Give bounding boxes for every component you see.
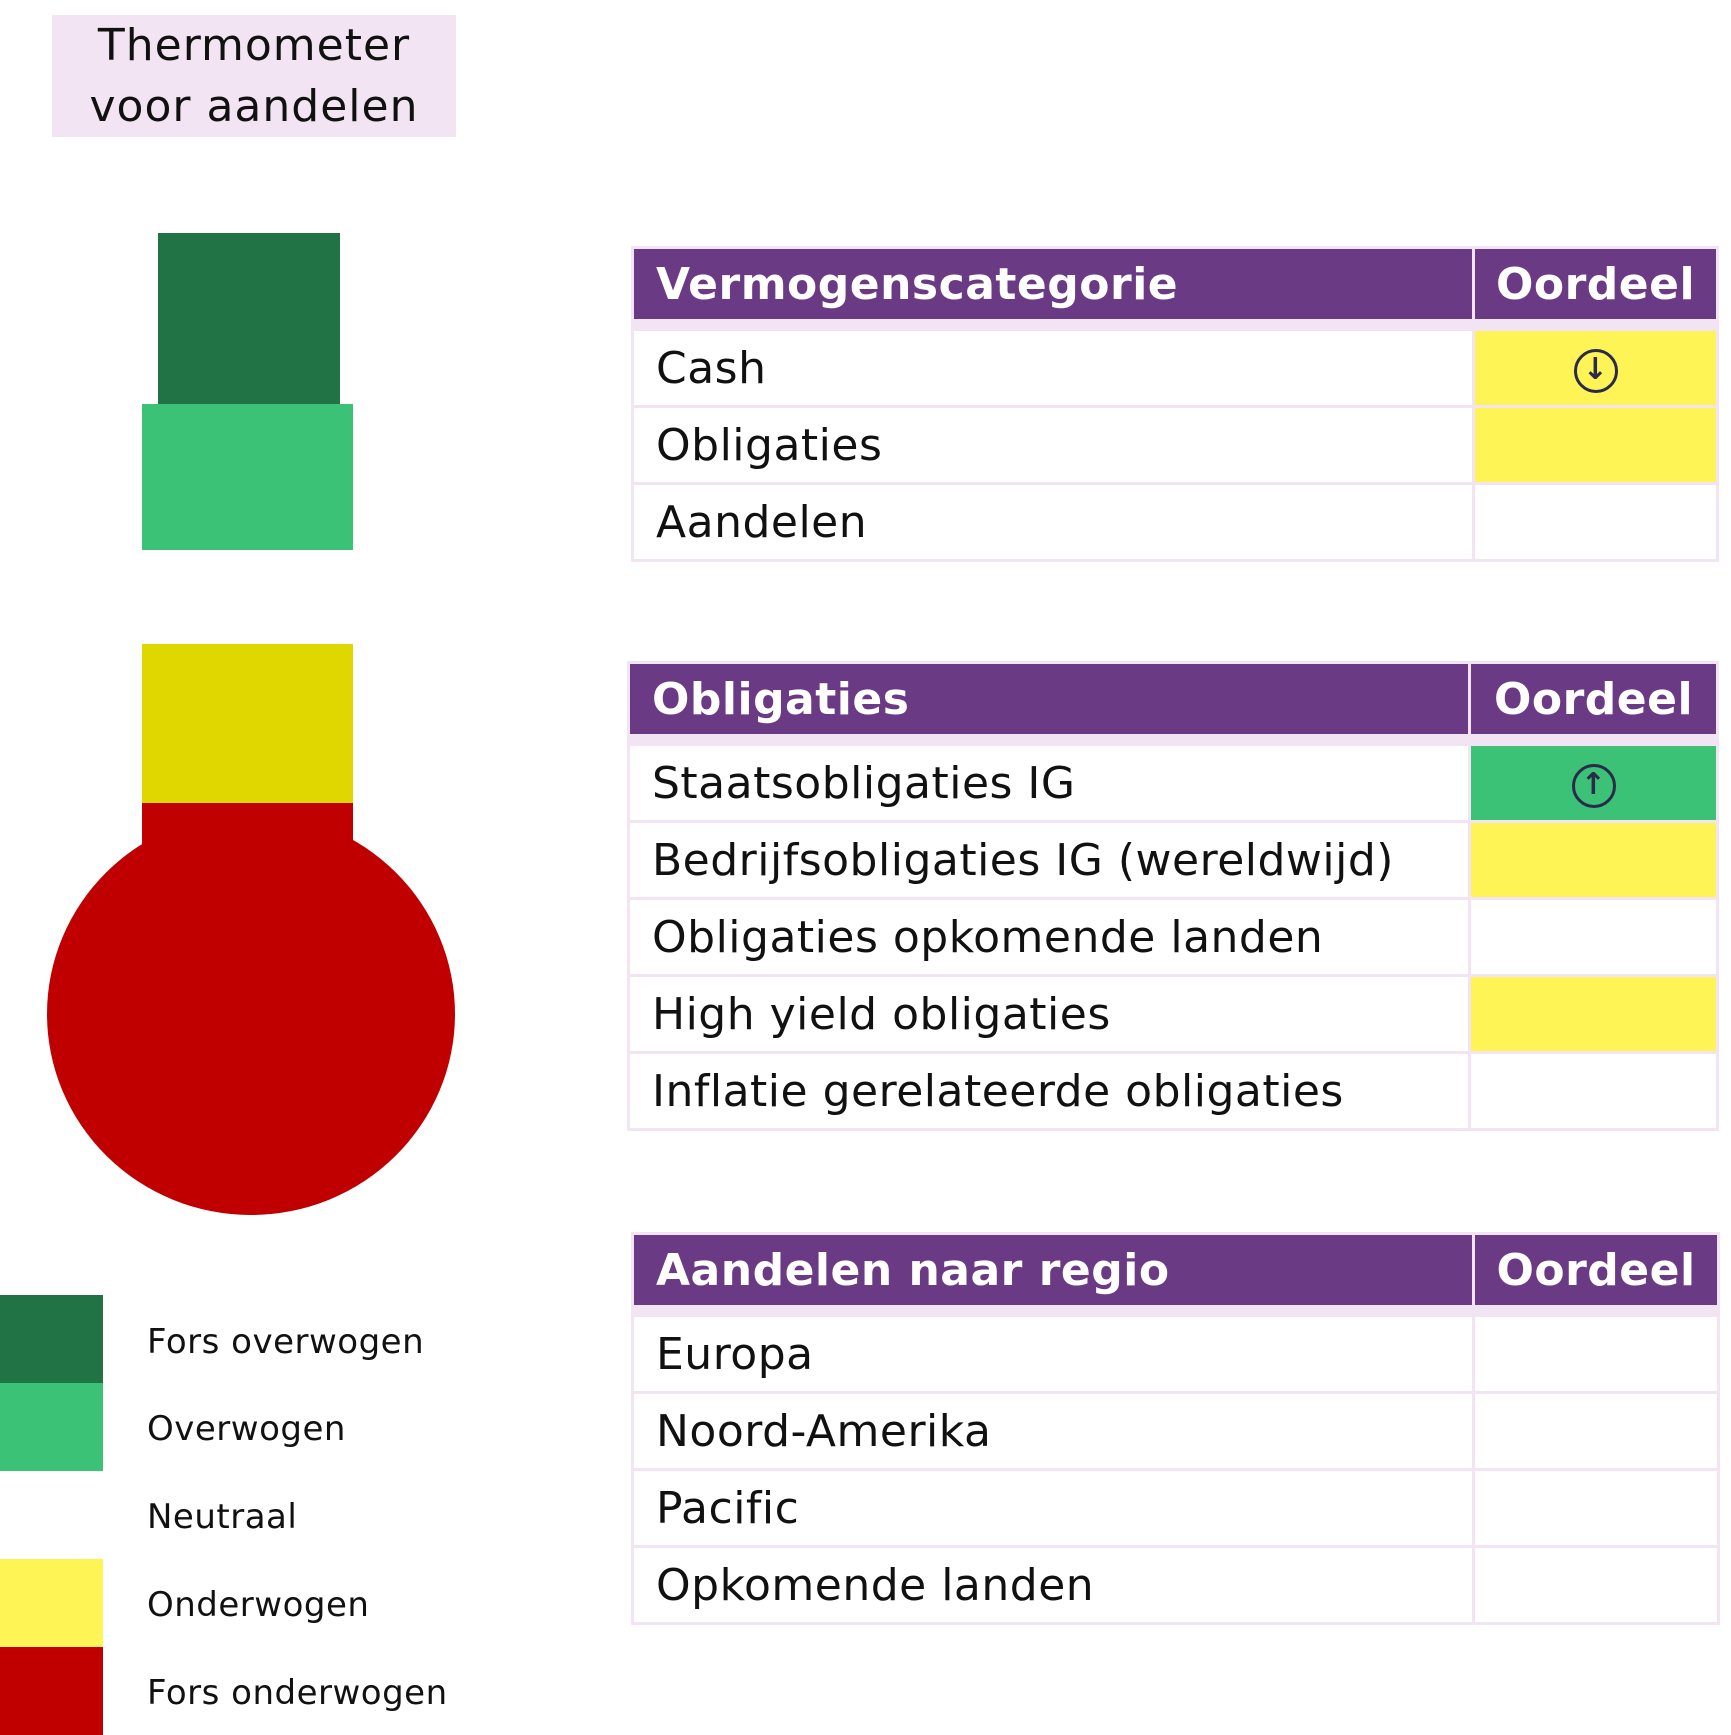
thermometer-overwogen-segment: [142, 404, 353, 550]
table-row: Aandelen: [634, 485, 1716, 559]
row-label-inflatie: Inflatie gerelateerde obligaties: [630, 1054, 1468, 1128]
table-header-row: Vermogenscategorie Oordeel: [634, 249, 1716, 319]
table-row: Staatsobligaties IG ↑: [630, 746, 1716, 820]
legend-label-onderwogen: Onderwogen: [147, 1585, 370, 1625]
table-row: Pacific: [634, 1471, 1717, 1545]
thermometer: [0, 0, 470, 1230]
legend-label-fors-overwogen: Fors overwogen: [147, 1322, 425, 1362]
rating-cell-opkomende-landen-regio: [1475, 1548, 1717, 1622]
thermometer-bulb: [47, 813, 455, 1215]
row-label-high-yield: High yield obligaties: [630, 977, 1468, 1051]
obligaties-table: Obligaties Oordeel Staatsobligaties IG ↑…: [627, 661, 1719, 1131]
table-row: Inflatie gerelateerde obligaties: [630, 1054, 1716, 1128]
rating-cell-pacific: [1475, 1471, 1717, 1545]
rating-cell-high-yield: [1471, 977, 1716, 1051]
table-row: Obligaties: [634, 408, 1716, 482]
rating-cell-opkomende-landen: [1471, 900, 1716, 974]
table-header-rating: Oordeel: [1475, 249, 1716, 319]
row-label-opkomende-landen-regio: Opkomende landen: [634, 1548, 1472, 1622]
row-label-staatsobligaties: Staatsobligaties IG: [630, 746, 1468, 820]
table-header-row: Aandelen naar regio Oordeel: [634, 1235, 1717, 1305]
table-header-category: Vermogenscategorie: [634, 249, 1472, 319]
table-row: Opkomende landen: [634, 1548, 1717, 1622]
table-row: Noord-Amerika: [634, 1394, 1717, 1468]
table-row: Europa: [634, 1317, 1717, 1391]
legend-label-overwogen: Overwogen: [147, 1409, 346, 1449]
table-row: Obligaties opkomende landen: [630, 900, 1716, 974]
row-label-obligaties: Obligaties: [634, 408, 1472, 482]
arrow-down-circle-icon: ↓: [1573, 348, 1618, 393]
table-header-rating: Oordeel: [1471, 664, 1716, 734]
thermometer-fors-overwogen-segment: [158, 233, 340, 405]
rating-cell-staatsobligaties: ↑: [1471, 746, 1716, 820]
rating-cell-bedrijfsobligaties: [1471, 823, 1716, 897]
rating-cell-cash: ↓: [1475, 331, 1716, 405]
arrow-up-circle-icon: ↑: [1571, 763, 1616, 808]
rating-cell-aandelen: [1475, 485, 1716, 559]
legend-label-fors-onderwogen: Fors onderwogen: [147, 1673, 448, 1713]
legend-swatch-neutraal: [0, 1471, 103, 1559]
table-header-category: Aandelen naar regio: [634, 1235, 1472, 1305]
row-label-cash: Cash: [634, 331, 1472, 405]
legend-swatch-fors-overwogen: [0, 1295, 103, 1383]
page-title: Thermometer voor aandelen: [52, 15, 456, 137]
legend-swatch-overwogen: [0, 1383, 103, 1471]
legend-swatch-onderwogen: [0, 1559, 103, 1647]
rating-cell-obligaties: [1475, 408, 1716, 482]
row-label-opkomende-landen: Obligaties opkomende landen: [630, 900, 1468, 974]
legend-label-neutraal: Neutraal: [147, 1497, 298, 1537]
table-header-category: Obligaties: [630, 664, 1468, 734]
rating-cell-inflatie: [1471, 1054, 1716, 1128]
row-label-noord-amerika: Noord-Amerika: [634, 1394, 1472, 1468]
table-row: Bedrijfsobligaties IG (wereldwijd): [630, 823, 1716, 897]
vermogenscategorie-table: Vermogenscategorie Oordeel Cash ↓ Obliga…: [631, 246, 1719, 562]
row-label-bedrijfsobligaties: Bedrijfsobligaties IG (wereldwijd): [630, 823, 1468, 897]
row-label-europa: Europa: [634, 1317, 1472, 1391]
rating-cell-europa: [1475, 1317, 1717, 1391]
page-title-text: Thermometer voor aandelen: [89, 20, 419, 132]
rating-cell-noord-amerika: [1475, 1394, 1717, 1468]
table-row: High yield obligaties: [630, 977, 1716, 1051]
row-label-aandelen: Aandelen: [634, 485, 1472, 559]
aandelen-regio-table: Aandelen naar regio Oordeel Europa Noord…: [631, 1232, 1720, 1625]
table-header-rating: Oordeel: [1475, 1235, 1717, 1305]
table-header-row: Obligaties Oordeel: [630, 664, 1716, 734]
legend-swatch-fors-onderwogen: [0, 1647, 103, 1735]
thermometer-onderwogen-segment: [142, 644, 353, 804]
table-row: Cash ↓: [634, 331, 1716, 405]
row-label-pacific: Pacific: [634, 1471, 1472, 1545]
